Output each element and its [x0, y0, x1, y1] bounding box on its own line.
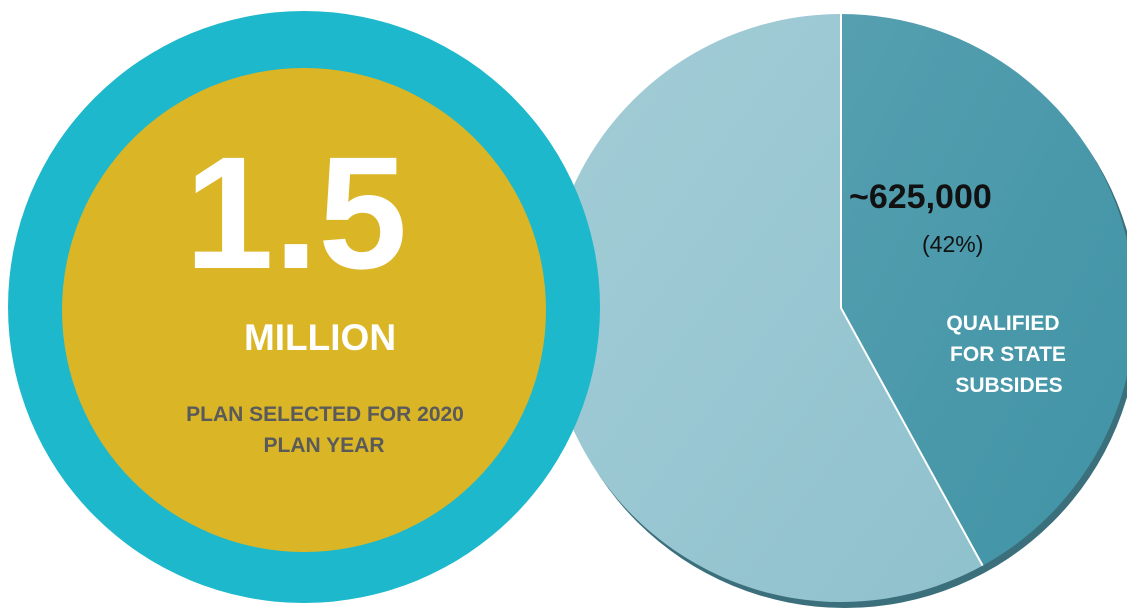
slice-labels: ~625,000 (42%) QUALIFIED FOR STATE SUBSI…	[849, 178, 1066, 397]
badge-caption-line-2: PLAN YEAR	[264, 434, 385, 457]
badge-caption-line-1: PLAN SELECTED FOR 2020	[186, 403, 464, 426]
slice-category-line-3: SUBSIDES	[955, 374, 1062, 397]
badge-unit-label: MILLION	[244, 317, 396, 358]
slice-percent-label: (42%)	[922, 231, 983, 257]
slice-category-line-1: QUALIFIED	[946, 312, 1059, 335]
badge-big-number: 1.5	[185, 123, 407, 302]
total-badge: 1.5 MILLION PLAN SELECTED FOR 2020 PLAN …	[8, 11, 600, 603]
pie-slice-1	[841, 14, 1127, 566]
slice-value-label: ~625,000	[849, 178, 992, 216]
pie-slice-2	[546, 14, 983, 603]
pie-slice-separator	[840, 14, 984, 567]
badge-inner-circle	[62, 68, 546, 552]
slice-category-line-2: FOR STATE	[950, 343, 1066, 366]
